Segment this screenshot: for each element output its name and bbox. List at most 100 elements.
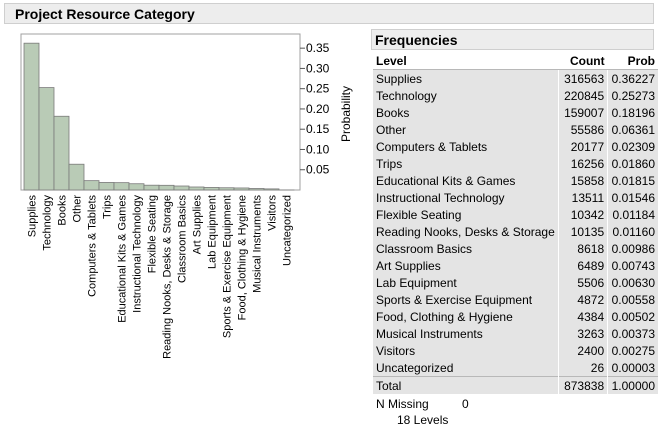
bar[interactable] [189,187,204,190]
category-tick-label: Instructional Technology [132,195,144,313]
category-tick-label: Flexible Seating [147,195,159,273]
category-tick-label: Food, Clothing & Hygiene [237,195,249,320]
bar[interactable] [174,186,189,190]
cell-prob: 0.00502 [608,308,658,325]
bar[interactable] [159,185,174,190]
bar[interactable] [249,188,264,190]
cell-count: 8618 [558,240,607,257]
cell-count: 2400 [558,342,607,359]
cell-prob: 0.00373 [608,325,658,342]
cell-level: Instructional Technology [373,189,558,206]
cell-prob: 0.00003 [608,359,658,377]
y-tick-label: 0.15 [306,122,330,136]
frequencies-title[interactable]: Frequencies [371,29,654,50]
category-tick-label: Sports & Exercise Equipment [222,195,234,338]
category-tick-label: Computers & Tablets [87,195,99,297]
total-count: 873838 [558,377,607,395]
category-tick-label: Educational Kits & Games [117,195,129,323]
cell-count: 13511 [558,189,607,206]
category-tick-label: Supplies [27,195,39,238]
category-tick-label: Other [72,195,84,223]
cell-count: 4872 [558,291,607,308]
y-tick-label: 0.05 [306,163,330,177]
total-prob: 1.00000 [608,377,658,395]
cell-count: 220845 [558,87,607,104]
column-header-level: Level [373,53,558,70]
n-missing: N Missing 0 [376,397,429,411]
y-axis: 0.050.100.150.200.250.300.35 [300,41,330,177]
bar[interactable] [54,116,69,190]
cell-level: Art Supplies [373,257,558,274]
bar[interactable] [219,188,234,190]
bar[interactable] [99,182,114,190]
y-axis-label: Probability [339,86,353,142]
category-tick-label: Trips [102,195,114,220]
bar[interactable] [144,185,159,190]
bar[interactable] [24,43,39,190]
cell-count: 10342 [558,206,607,223]
cell-count: 6489 [558,257,607,274]
total-label: Total [373,377,558,395]
cell-prob: 0.00558 [608,291,658,308]
cell-prob: 0.00630 [608,274,658,291]
cell-level: Supplies [373,70,558,88]
cell-count: 20177 [558,138,607,155]
category-tick-label: Technology [42,195,54,251]
category-tick-label: Uncategorized [282,195,294,266]
cell-level: Flexible Seating [373,206,558,223]
bar[interactable] [264,189,279,190]
category-tick-label: Visitors [267,195,279,231]
bar[interactable] [129,184,144,190]
bar[interactable] [69,164,84,190]
cell-prob: 0.01184 [608,206,658,223]
cell-count: 55586 [558,121,607,138]
y-tick-label: 0.35 [306,41,330,55]
cell-level: Uncategorized [373,359,558,377]
cell-prob: 0.06361 [608,121,658,138]
category-tick-label: Musical Instruments [252,195,264,293]
bar[interactable] [234,188,249,190]
cell-count: 5506 [558,274,607,291]
cell-prob: 0.01815 [608,172,658,189]
bar[interactable] [84,181,99,190]
n-missing-label: N Missing [376,397,429,411]
cell-prob: 0.18196 [608,104,658,121]
column-header-count: Count [558,53,607,70]
cell-level: Reading Nooks, Desks & Storage [373,223,558,240]
cell-count: 15858 [558,172,607,189]
cell-level: Trips [373,155,558,172]
y-tick-label: 0.30 [306,61,330,75]
cell-level: Books [373,104,558,121]
cell-prob: 0.02309 [608,138,658,155]
bar[interactable] [204,187,219,190]
category-tick-label: Art Supplies [192,195,204,255]
bar[interactable] [114,183,129,190]
category-tick-label: Reading Nooks, Desks & Storage [162,195,174,359]
cell-level: Other [373,121,558,138]
cell-count: 4384 [558,308,607,325]
bar[interactable] [39,88,54,190]
cell-level: Computers & Tablets [373,138,558,155]
cell-level: Visitors [373,342,558,359]
y-tick-label: 0.10 [306,142,330,156]
cell-count: 316563 [558,70,607,88]
level-count: 18 Levels [397,413,448,427]
cell-count: 10135 [558,223,607,240]
cell-count: 16256 [558,155,607,172]
cell-count: 3263 [558,325,607,342]
cell-level: Technology [373,87,558,104]
